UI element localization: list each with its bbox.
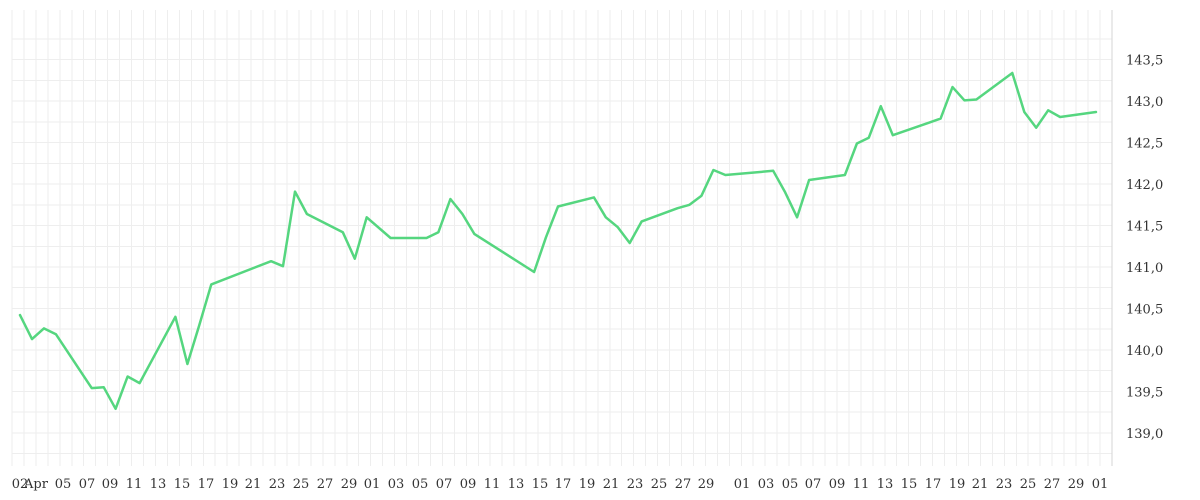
y-tick-label: 140,0 bbox=[1126, 344, 1163, 359]
y-tick-label: 143,5 bbox=[1126, 54, 1163, 69]
x-tick-label: 09 bbox=[102, 477, 119, 492]
y-tick-label: 140,5 bbox=[1126, 303, 1163, 318]
x-tick-label: 23 bbox=[627, 477, 644, 492]
x-tick-label: 05 bbox=[55, 477, 72, 492]
y-axis-tick-labels: 139,0 139,5 140,0 140,5 141,0 141,5 142,0 142,5… bbox=[1126, 54, 1163, 442]
y-tick-label: 143,0 bbox=[1126, 95, 1163, 110]
x-tick-label: 19 bbox=[949, 477, 966, 492]
x-tick-label: 19 bbox=[222, 477, 239, 492]
series-line bbox=[18, 71, 1098, 411]
x-tick-label: 13 bbox=[150, 477, 167, 492]
x-tick-label: 17 bbox=[925, 477, 942, 492]
x-tick-label: 27 bbox=[1044, 477, 1061, 492]
x-tick-label: 25 bbox=[293, 477, 310, 492]
y-tick-label: 141,5 bbox=[1126, 220, 1163, 235]
x-tick-label: 01 bbox=[734, 477, 751, 492]
x-tick-label: 27 bbox=[675, 477, 692, 492]
x-tick-label: 13 bbox=[508, 477, 525, 492]
y-tick-label: 139,5 bbox=[1126, 385, 1163, 400]
horizontal-gridlines bbox=[12, 38, 1112, 455]
x-tick-label: 11 bbox=[126, 477, 143, 492]
x-tick-label: 11 bbox=[853, 477, 870, 492]
x-tick-label: 02 bbox=[12, 477, 29, 492]
x-tick-label: 15 bbox=[901, 477, 918, 492]
x-tick-label: 27 bbox=[317, 477, 334, 492]
x-tick-label: 19 bbox=[579, 477, 596, 492]
x-tick-label: 15 bbox=[174, 477, 191, 492]
x-tick-label: 13 bbox=[877, 477, 894, 492]
x-tick-label: 21 bbox=[972, 477, 989, 492]
x-tick-label: 25 bbox=[1020, 477, 1037, 492]
y-tick-label: 142,0 bbox=[1126, 178, 1163, 193]
x-tick-label: 05 bbox=[412, 477, 429, 492]
x-tick-label: 25 bbox=[651, 477, 668, 492]
x-tick-label: 01 bbox=[1092, 477, 1109, 492]
x-tick-label: 23 bbox=[269, 477, 286, 492]
x-tick-label: 23 bbox=[996, 477, 1013, 492]
x-tick-label: 21 bbox=[245, 477, 262, 492]
y-tick-label: 142,5 bbox=[1126, 137, 1163, 152]
x-tick-label: 21 bbox=[603, 477, 620, 492]
x-tick-label: 07 bbox=[805, 477, 822, 492]
x-tick-label: 05 bbox=[782, 477, 799, 492]
x-tick-label: 01 bbox=[364, 477, 381, 492]
vertical-gridlines bbox=[11, 10, 1113, 466]
x-tick-label: 07 bbox=[79, 477, 96, 492]
x-tick-label: 03 bbox=[758, 477, 775, 492]
x-tick-label: 09 bbox=[460, 477, 477, 492]
x-tick-label: 07 bbox=[436, 477, 453, 492]
y-tick-label: 141,0 bbox=[1126, 261, 1163, 276]
x-tick-label: 03 bbox=[388, 477, 405, 492]
x-tick-label: 29 bbox=[698, 477, 715, 492]
x-tick-label: Apr bbox=[23, 477, 49, 492]
x-tick-label: 15 bbox=[532, 477, 549, 492]
x-tick-label: 11 bbox=[484, 477, 501, 492]
x-tick-label: 17 bbox=[555, 477, 572, 492]
series-group bbox=[18, 71, 1098, 411]
x-tick-label: 29 bbox=[1068, 477, 1085, 492]
x-tick-label: 17 bbox=[198, 477, 215, 492]
x-tick-label: 29 bbox=[341, 477, 358, 492]
y-tick-label: 139,0 bbox=[1126, 427, 1163, 442]
x-tick-label: 09 bbox=[829, 477, 846, 492]
